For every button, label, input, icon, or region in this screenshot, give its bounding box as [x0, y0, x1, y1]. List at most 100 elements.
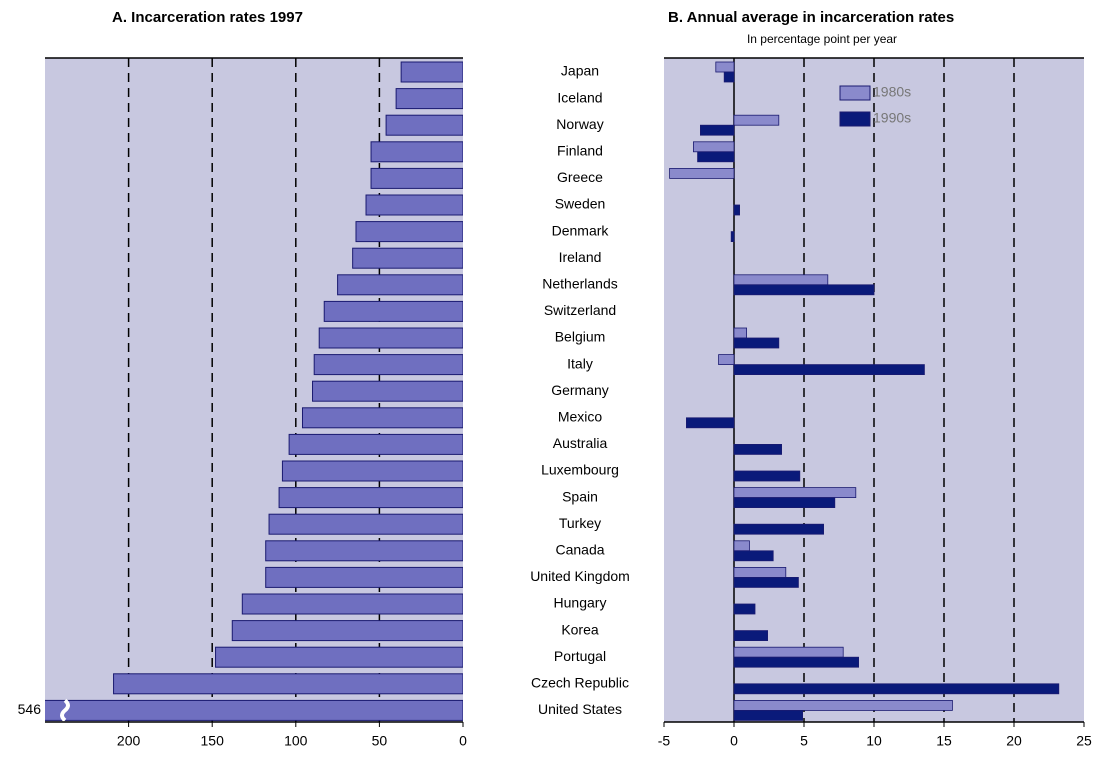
bar	[700, 124, 735, 136]
bar	[733, 700, 953, 711]
bar	[693, 141, 735, 153]
axis-break	[60, 698, 70, 722]
bar	[45, 699, 463, 721]
bar	[365, 194, 463, 216]
bar	[278, 487, 463, 509]
legend-label: 1990s	[873, 110, 911, 126]
bar	[715, 61, 735, 73]
category-label: Japan	[561, 63, 599, 79]
bar	[697, 151, 735, 163]
chart-title: B. Annual average in incarceration rates	[668, 9, 954, 26]
category-label: Czech Republic	[531, 675, 629, 691]
x-tick-label: 200	[117, 733, 141, 749]
bar	[733, 683, 1060, 695]
category-label: Sweden	[555, 196, 606, 212]
bar	[733, 550, 774, 562]
bar	[312, 380, 463, 402]
category-label: United States	[538, 701, 622, 717]
x-tick-label: -5	[658, 733, 671, 749]
x-tick-label: 100	[284, 733, 308, 749]
bar	[268, 513, 463, 535]
x-tick-label: 150	[201, 733, 225, 749]
bar	[733, 646, 844, 658]
category-label: Canada	[555, 542, 604, 558]
bar	[733, 540, 750, 552]
bar	[265, 540, 463, 562]
category-label: Ireland	[559, 249, 602, 265]
bar	[265, 566, 463, 588]
bar	[241, 593, 463, 615]
category-label: United Kingdom	[530, 568, 630, 584]
bar	[733, 567, 787, 578]
x-tick-label: 15	[936, 733, 952, 749]
bar	[686, 417, 735, 429]
x-tick-label: 25	[1076, 733, 1092, 749]
bar	[733, 327, 748, 339]
bar	[733, 656, 859, 668]
bars	[45, 61, 463, 721]
bar	[281, 460, 463, 482]
bar	[733, 710, 803, 721]
bar	[733, 114, 780, 126]
bar	[733, 274, 829, 286]
bar	[733, 443, 782, 455]
x-tick-label: 0	[730, 733, 738, 749]
category-label: Australia	[553, 435, 608, 451]
x-tick-label: 5	[800, 733, 808, 749]
legend-swatch	[839, 111, 871, 127]
bar	[733, 337, 780, 349]
bar	[669, 167, 735, 179]
bar	[733, 364, 925, 376]
x-tick-label: 20	[1006, 733, 1022, 749]
category-label: Portugal	[554, 648, 606, 664]
bar	[113, 673, 463, 695]
chart-title: A. Incarceration rates 1997	[112, 9, 303, 26]
bar	[313, 354, 463, 376]
bar	[395, 88, 463, 110]
bar	[288, 433, 463, 455]
data-label: 546	[18, 701, 42, 717]
bar	[323, 300, 463, 322]
bar	[231, 620, 463, 642]
legend-swatch	[839, 85, 871, 101]
bar	[318, 327, 463, 349]
x-tick-label: 10	[866, 733, 882, 749]
bar	[718, 354, 735, 366]
bar	[355, 221, 463, 243]
category-label: Denmark	[552, 222, 610, 238]
bar	[337, 274, 463, 296]
x-tick-label: 0	[459, 733, 467, 749]
bar	[733, 204, 740, 216]
bar	[370, 167, 463, 189]
category-label: Norway	[556, 116, 603, 132]
category-label: Finland	[557, 143, 603, 159]
bar	[400, 61, 463, 83]
category-label: Mexico	[558, 409, 603, 425]
bar	[370, 141, 463, 163]
bar	[730, 231, 735, 243]
category-label: Korea	[561, 621, 599, 637]
bar	[385, 114, 463, 136]
bar	[733, 523, 824, 535]
category-label: Netherlands	[542, 276, 618, 292]
bar	[352, 247, 463, 269]
category-label: Greece	[557, 169, 603, 185]
category-label: Belgium	[555, 329, 606, 345]
bar	[301, 407, 463, 429]
x-tick-label: 50	[372, 733, 388, 749]
category-label: Switzerland	[544, 302, 616, 318]
bar	[723, 71, 735, 83]
category-label: Italy	[567, 355, 593, 371]
bar	[733, 603, 756, 615]
category-label: Germany	[551, 382, 609, 398]
bar	[733, 284, 875, 296]
bar	[215, 646, 463, 668]
legend-label: 1980s	[873, 84, 911, 100]
bar	[733, 577, 799, 588]
bar	[733, 487, 857, 499]
category-label: Spain	[562, 488, 598, 504]
category-label: Hungary	[554, 595, 607, 611]
bar	[733, 497, 836, 509]
